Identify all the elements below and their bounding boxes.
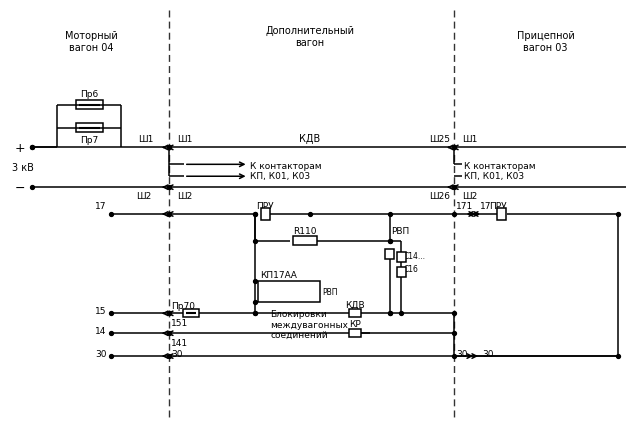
Text: ПРУ: ПРУ (256, 201, 274, 210)
Bar (498, 209, 507, 220)
Text: 17: 17 (480, 201, 491, 210)
Text: Блокировки
междувагонных
соединений: Блокировки междувагонных соединений (271, 310, 348, 340)
Text: 171: 171 (456, 201, 473, 210)
Bar (261, 209, 270, 220)
Text: 30: 30 (95, 349, 107, 358)
Text: ПРУ: ПРУ (489, 201, 507, 210)
Text: РВП: РВП (392, 226, 410, 235)
Text: Ш26: Ш26 (429, 192, 450, 201)
Bar (397, 267, 406, 277)
Bar (75, 124, 103, 133)
Text: Пр70: Пр70 (171, 302, 195, 311)
Bar (183, 310, 199, 317)
Text: КДВ: КДВ (299, 134, 321, 144)
Text: 30: 30 (482, 349, 493, 358)
Text: РВП: РВП (322, 287, 338, 296)
Bar (397, 252, 406, 262)
Bar (75, 101, 103, 110)
Text: Моторный
вагон 04: Моторный вагон 04 (65, 31, 118, 53)
Text: Прицепной
вагон 03: Прицепной вагон 03 (517, 31, 574, 53)
Text: R110: R110 (293, 226, 317, 235)
Text: КДВ: КДВ (345, 299, 364, 309)
Text: ПКЛ: ПКЛ (278, 287, 300, 296)
Text: Ш2: Ш2 (137, 192, 152, 201)
Bar (349, 329, 360, 337)
Bar (349, 310, 360, 317)
Text: Ш25: Ш25 (429, 135, 450, 144)
Text: К контакторам
КП, К01, К03: К контакторам КП, К01, К03 (464, 161, 536, 181)
Text: Ш1: Ш1 (138, 135, 154, 144)
Text: 30: 30 (456, 349, 468, 358)
Text: С16: С16 (403, 265, 419, 273)
Bar (293, 237, 317, 246)
Text: 3 кВ: 3 кВ (12, 163, 34, 173)
Text: 17: 17 (95, 201, 107, 210)
Text: Пр6: Пр6 (80, 89, 99, 98)
Bar (385, 249, 394, 259)
Text: Ш1: Ш1 (462, 135, 477, 144)
Text: +: + (15, 141, 26, 155)
Text: С14...: С14... (403, 251, 426, 260)
Text: Ш2: Ш2 (177, 192, 192, 201)
Text: Дополнительный
вагон: Дополнительный вагон (265, 26, 355, 48)
Bar (258, 281, 320, 303)
Text: К контакторам
КП, К01, К03: К контакторам КП, К01, К03 (251, 161, 322, 181)
Text: 30: 30 (171, 349, 182, 358)
Text: 14: 14 (95, 326, 107, 335)
Text: 141: 141 (171, 338, 188, 347)
Text: КР: КР (349, 320, 360, 328)
Text: КП17АА: КП17АА (260, 270, 297, 279)
Text: 151: 151 (171, 319, 188, 328)
Text: Ш2: Ш2 (462, 192, 477, 201)
Text: 15: 15 (95, 306, 107, 315)
Text: −: − (15, 181, 26, 194)
Text: Пр7: Пр7 (80, 135, 99, 144)
Text: Ш1: Ш1 (177, 135, 192, 144)
